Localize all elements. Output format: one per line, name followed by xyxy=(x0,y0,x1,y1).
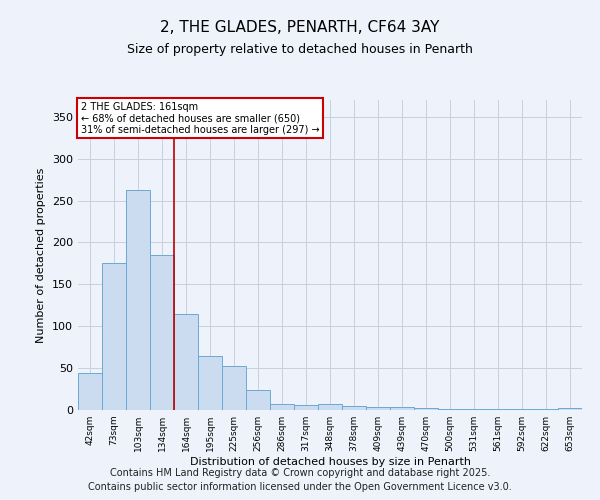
X-axis label: Distribution of detached houses by size in Penarth: Distribution of detached houses by size … xyxy=(190,457,470,467)
Text: 2, THE GLADES, PENARTH, CF64 3AY: 2, THE GLADES, PENARTH, CF64 3AY xyxy=(160,20,440,35)
Bar xyxy=(318,404,342,410)
Bar xyxy=(534,409,558,410)
Bar xyxy=(342,406,366,410)
Bar xyxy=(558,408,582,410)
Y-axis label: Number of detached properties: Number of detached properties xyxy=(37,168,46,342)
Bar xyxy=(102,262,126,410)
Bar xyxy=(246,390,270,410)
Bar xyxy=(126,190,150,410)
Text: Size of property relative to detached houses in Penarth: Size of property relative to detached ho… xyxy=(127,42,473,56)
Bar xyxy=(78,373,102,410)
Text: Contains public sector information licensed under the Open Government Licence v3: Contains public sector information licen… xyxy=(88,482,512,492)
Bar xyxy=(486,409,510,410)
Bar xyxy=(150,255,174,410)
Bar xyxy=(462,409,486,410)
Bar xyxy=(414,408,438,410)
Text: 2 THE GLADES: 161sqm
← 68% of detached houses are smaller (650)
31% of semi-deta: 2 THE GLADES: 161sqm ← 68% of detached h… xyxy=(80,102,319,134)
Bar xyxy=(510,409,534,410)
Bar xyxy=(366,406,390,410)
Bar xyxy=(270,404,294,410)
Bar xyxy=(294,405,318,410)
Text: Contains HM Land Registry data © Crown copyright and database right 2025.: Contains HM Land Registry data © Crown c… xyxy=(110,468,490,477)
Bar xyxy=(222,366,246,410)
Bar xyxy=(390,408,414,410)
Bar xyxy=(174,314,198,410)
Bar xyxy=(438,409,462,410)
Bar xyxy=(198,356,222,410)
